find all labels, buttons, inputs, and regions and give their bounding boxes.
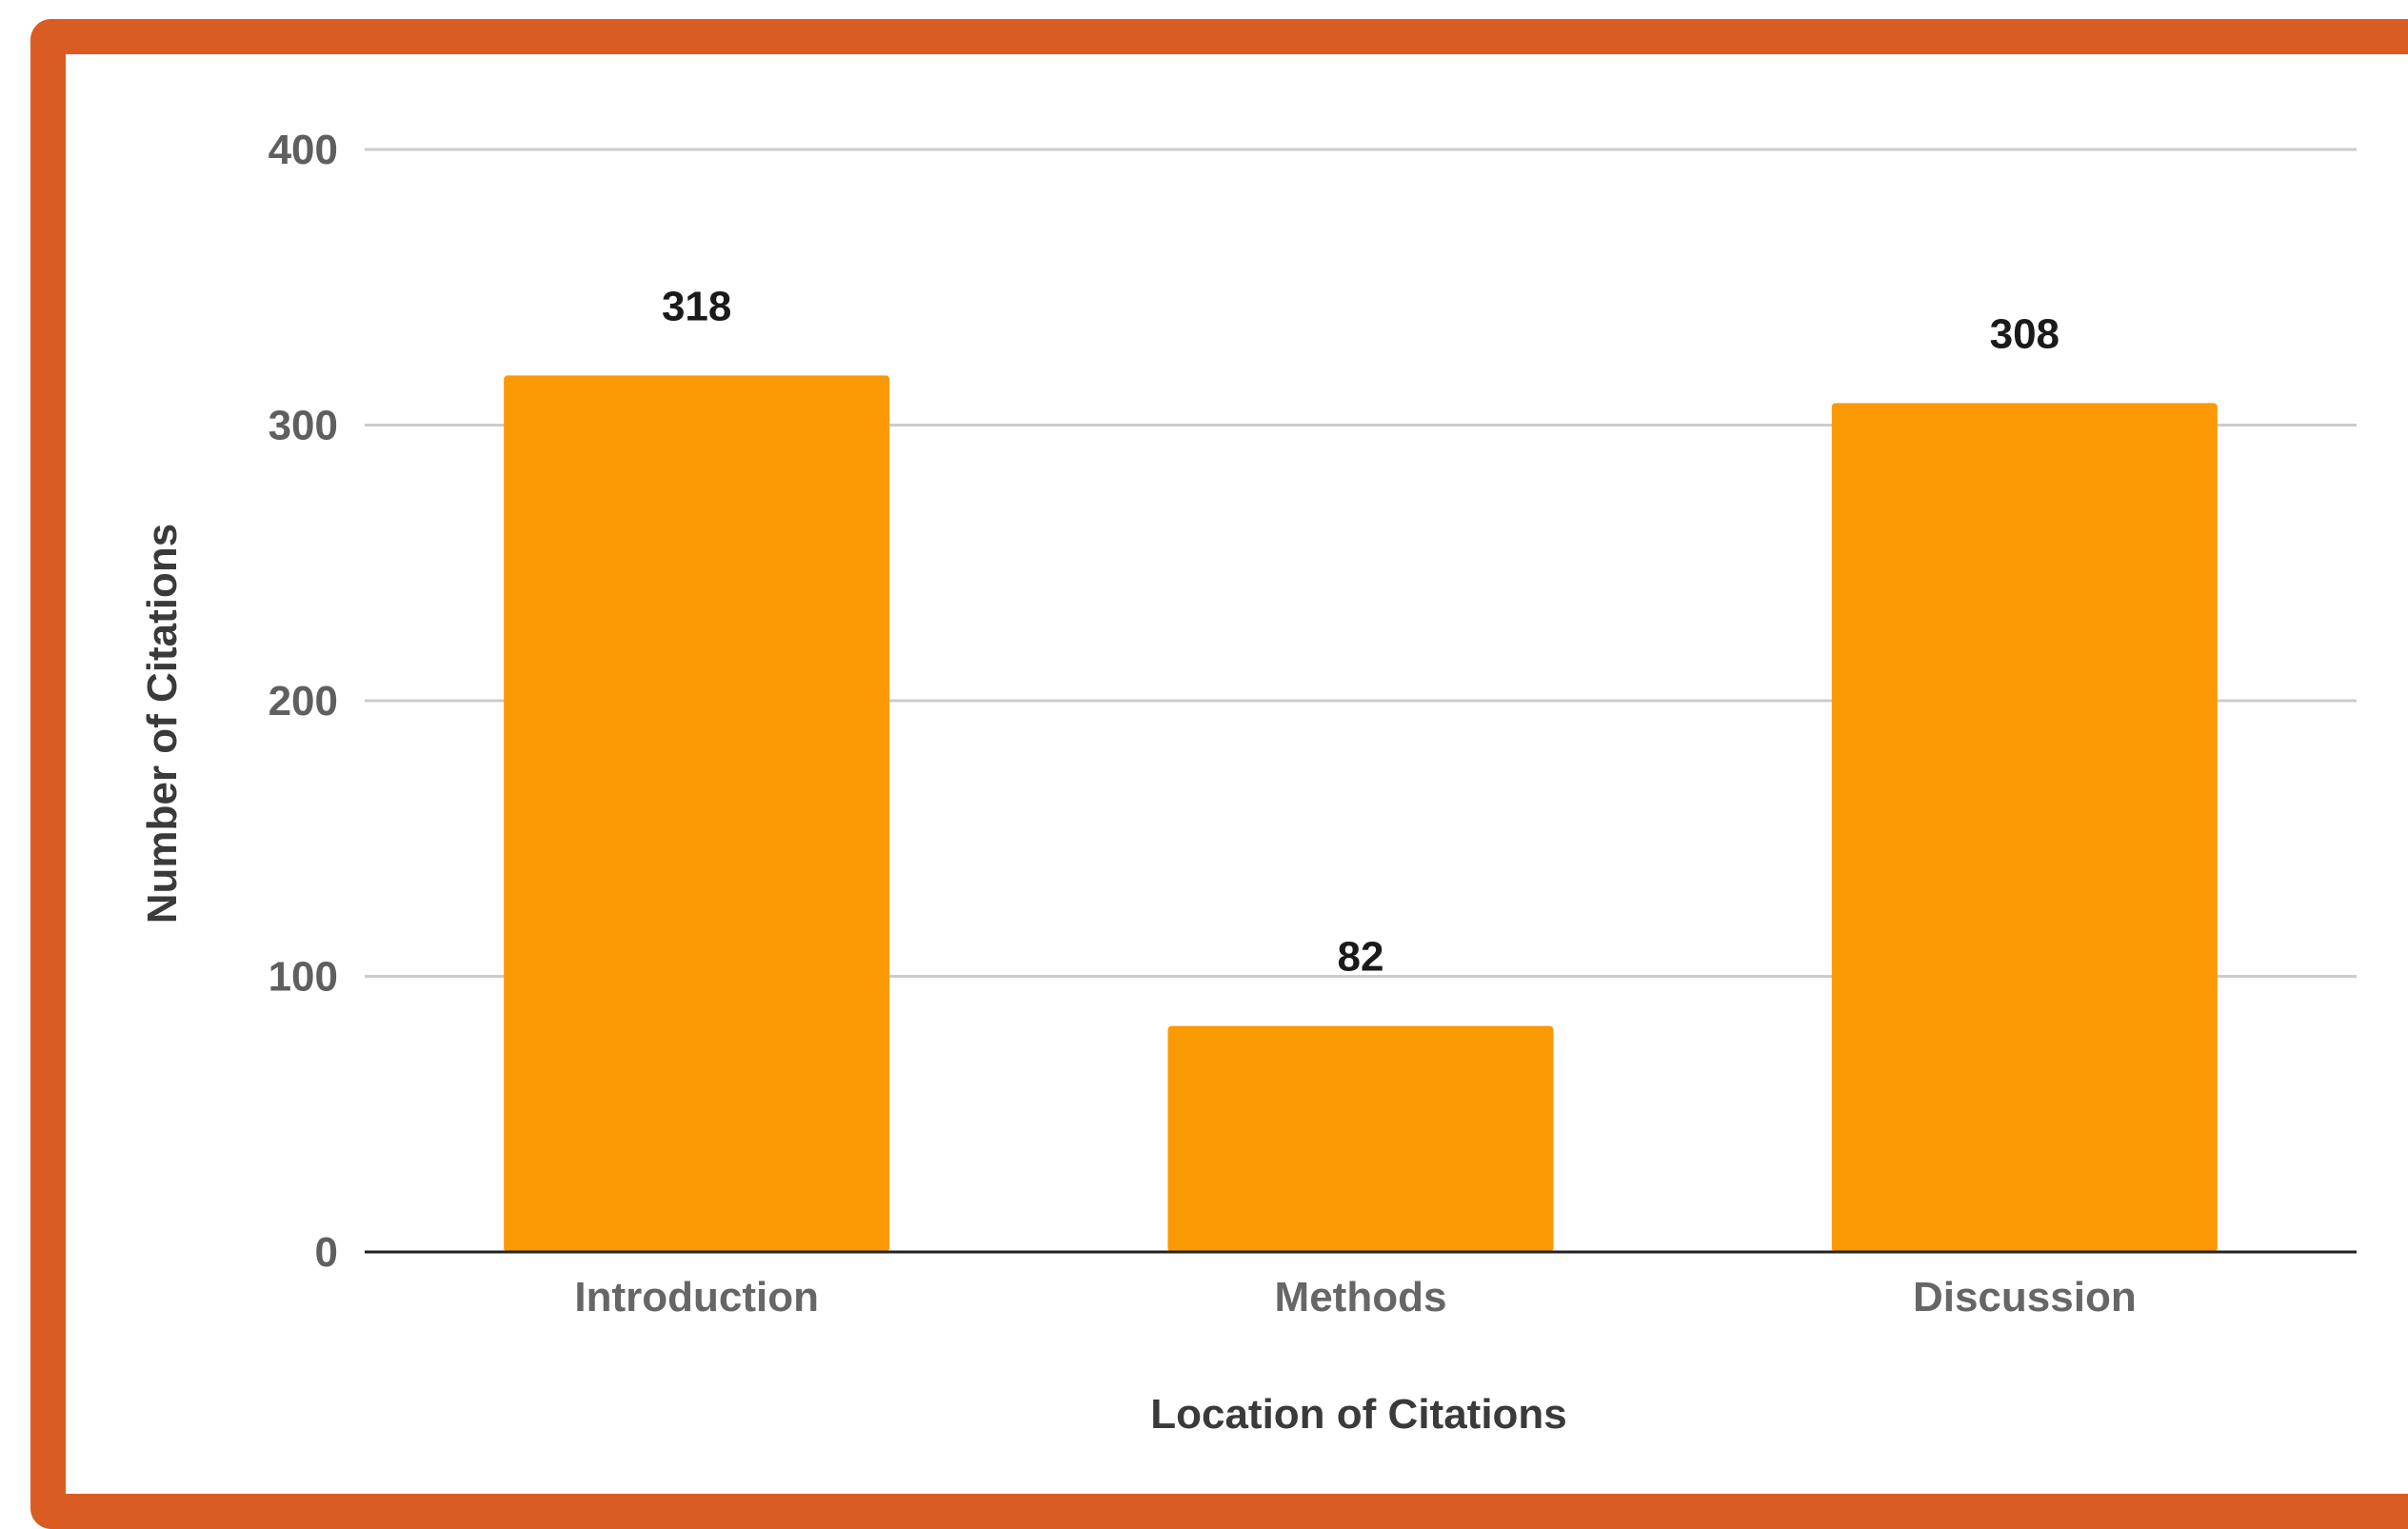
y-tick-label-100: 100 <box>269 954 338 1001</box>
bars <box>504 375 2218 1253</box>
y-axis-title: Number of Citations <box>139 524 186 923</box>
y-tick-label-400: 400 <box>269 127 338 173</box>
x-axis-title: Location of Citations <box>1150 1391 1567 1438</box>
x-tick-label-methods: Methods <box>1275 1274 1447 1320</box>
x-tick-label-discussion: Discussion <box>1913 1274 2137 1320</box>
data-label-discussion: 308 <box>1990 310 2060 357</box>
y-tick-label-0: 0 <box>315 1229 338 1276</box>
data-label-introduction: 318 <box>662 283 731 329</box>
x-tick-label-introduction: Introduction <box>574 1274 819 1320</box>
y-tick-label-300: 300 <box>269 403 338 449</box>
data-label-methods: 82 <box>1338 934 1384 981</box>
bar-discussion <box>1831 403 2218 1253</box>
labels: 0 100 200 300 400 318 Introduction 82 Methods 308… <box>269 127 2137 1320</box>
bar-introduction <box>504 375 890 1252</box>
bar-methods <box>1167 1025 1554 1252</box>
y-tick-label-200: 200 <box>269 678 338 725</box>
